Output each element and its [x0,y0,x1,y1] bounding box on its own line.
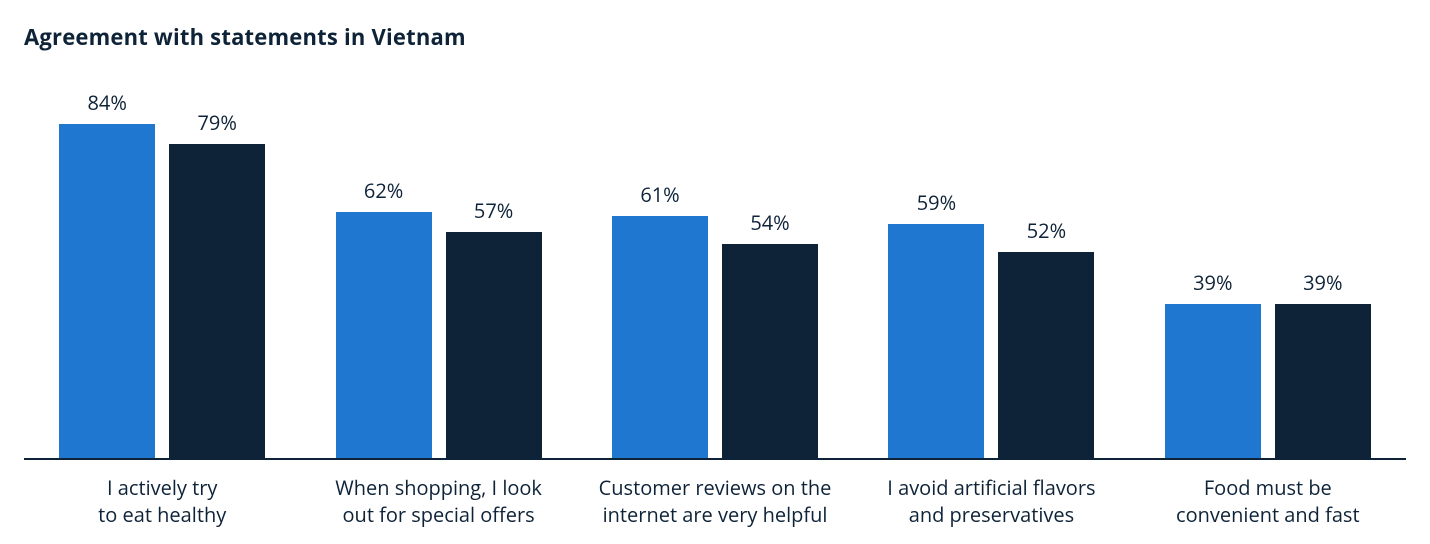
category-labels-row: I actively try to eat healthyWhen shoppi… [24,474,1406,528]
bar-value-label: 79% [198,109,237,136]
bar-wrap: 61% [612,60,708,460]
bar [722,244,818,460]
bar-group: 61% 54% [577,60,853,460]
bar-value-label: 62% [364,177,403,204]
bar-value-label: 61% [640,181,679,208]
bar [446,232,542,460]
category-label: I actively try to eat healthy [24,474,300,528]
bar-value-label: 84% [88,89,127,116]
bar-group: 84% 79% [24,60,300,460]
bar [336,212,432,460]
bar-value-label: 39% [1303,269,1342,296]
bar-value-label: 59% [917,189,956,216]
bar [1165,304,1261,460]
bar-wrap: 62% [336,60,432,460]
bar-wrap: 39% [1165,60,1261,460]
bar-group: 39% 39% [1130,60,1406,460]
bar [59,124,155,460]
bar-group: 62% 57% [300,60,576,460]
bar-wrap: 39% [1275,60,1371,460]
bar-wrap: 84% [59,60,155,460]
chart-container: Agreement with statements in Vietnam 84%… [0,0,1430,544]
bar [169,144,265,460]
bar-group: 59% 52% [853,60,1129,460]
category-label: Food must be convenient and fast [1130,474,1406,528]
bar [998,252,1094,460]
bar-wrap: 54% [722,60,818,460]
bar-value-label: 54% [750,209,789,236]
bar-groups: 84% 79% 62% 57% 61% 54% 59% 52% 39% 39% [24,60,1406,460]
category-label: Customer reviews on the internet are ver… [577,474,853,528]
chart-title: Agreement with statements in Vietnam [24,22,1406,52]
chart-plot-area: 84% 79% 62% 57% 61% 54% 59% 52% 39% 39% [24,60,1406,460]
bar-wrap: 59% [888,60,984,460]
bar-wrap: 52% [998,60,1094,460]
bar-value-label: 39% [1193,269,1232,296]
x-axis-line [24,458,1406,460]
bar [888,224,984,460]
bar [612,216,708,460]
bar-wrap: 57% [446,60,542,460]
bar-wrap: 79% [169,60,265,460]
bar [1275,304,1371,460]
bar-value-label: 52% [1027,217,1066,244]
category-label: I avoid artificial flavors and preservat… [853,474,1129,528]
category-label: When shopping, I look out for special of… [300,474,576,528]
bar-value-label: 57% [474,197,513,224]
